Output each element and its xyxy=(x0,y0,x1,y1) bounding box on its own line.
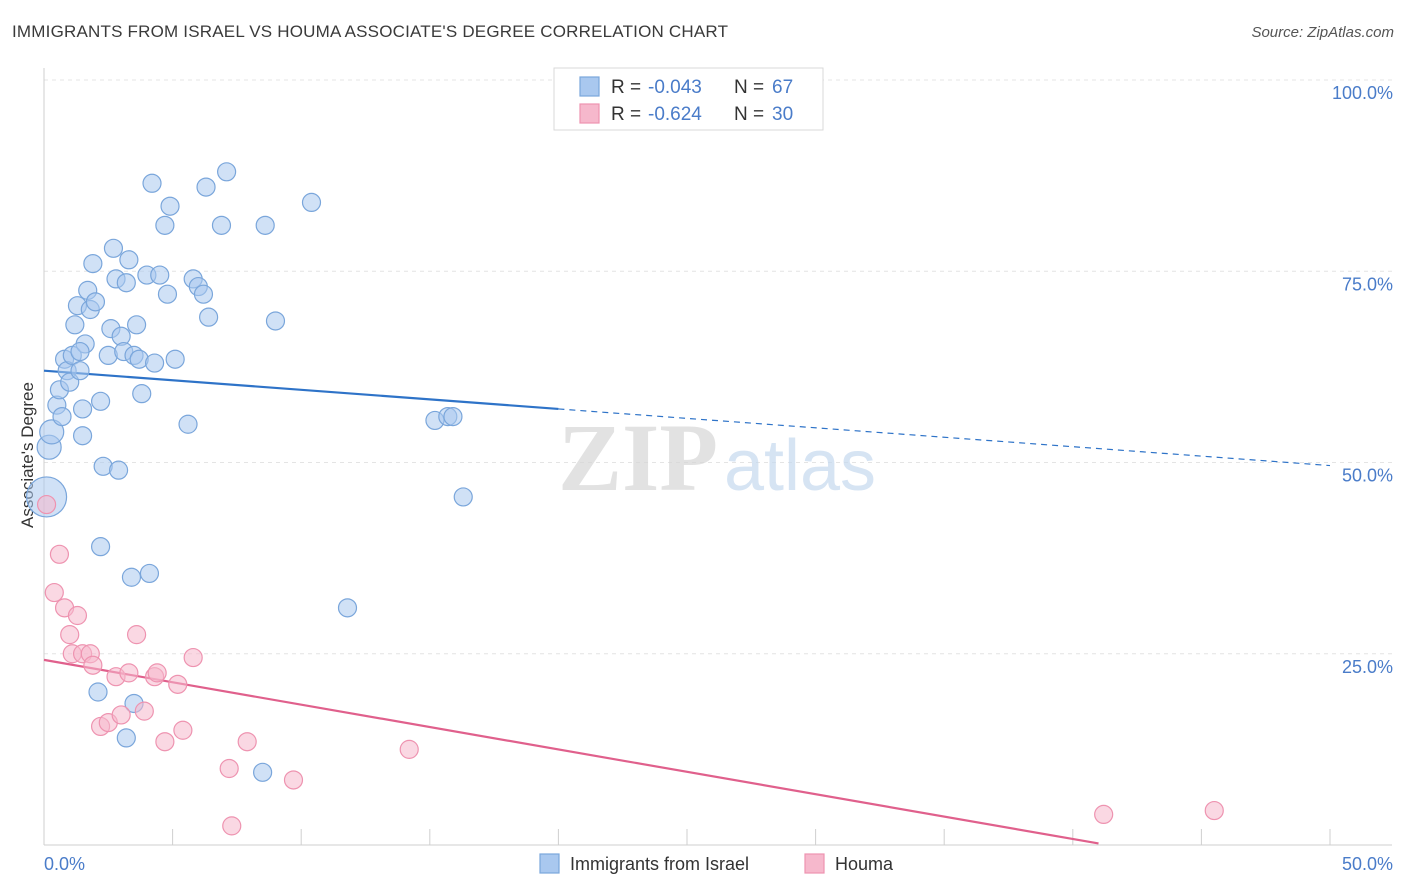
point-israel xyxy=(65,315,85,335)
point-houma xyxy=(222,816,242,836)
watermark-zip: ZIP xyxy=(558,404,718,511)
point-israel xyxy=(255,215,275,235)
legend-n-label: N = xyxy=(734,77,764,98)
axis-layer: 100.0%75.0%50.0%25.0%0.0% 50.0%Associate'… xyxy=(18,68,1393,874)
trend-line-israel-extension xyxy=(558,408,1331,467)
point-israel xyxy=(142,173,162,193)
point-israel xyxy=(443,407,463,427)
point-israel xyxy=(88,682,108,702)
point-israel xyxy=(265,311,286,331)
legend-r-value: -0.624 xyxy=(648,104,702,125)
point-houma xyxy=(119,663,139,683)
point-houma xyxy=(168,674,188,694)
point-israel xyxy=(199,307,219,327)
point-israel xyxy=(116,273,136,293)
point-houma xyxy=(283,770,304,790)
point-israel xyxy=(155,215,175,235)
point-israel xyxy=(211,215,232,235)
point-israel xyxy=(196,177,216,197)
point-israel xyxy=(165,349,185,369)
point-israel xyxy=(253,762,273,782)
legend-swatch xyxy=(579,76,600,97)
legend-n-value: 67 xyxy=(772,77,793,98)
point-houma xyxy=(183,647,203,668)
y-tick-label: 50.0% xyxy=(1342,466,1393,486)
point-houma xyxy=(173,720,193,740)
point-israel xyxy=(132,384,152,404)
legend-r-value: -0.043 xyxy=(648,77,702,98)
legend-n-value: 30 xyxy=(772,104,793,125)
trend-line-israel xyxy=(43,369,559,411)
point-israel xyxy=(150,265,170,285)
point-israel xyxy=(85,292,106,312)
point-houma xyxy=(111,705,131,725)
trend-layer xyxy=(43,369,1331,845)
point-israel xyxy=(126,315,147,335)
point-israel xyxy=(157,284,178,304)
point-israel xyxy=(116,728,136,748)
point-houma xyxy=(67,605,88,626)
point-houma xyxy=(219,758,239,779)
point-israel xyxy=(83,254,103,274)
point-israel xyxy=(70,361,90,381)
point-houma xyxy=(155,732,175,752)
point-houma xyxy=(83,655,103,675)
point-houma xyxy=(399,739,419,759)
chart-title: IMMIGRANTS FROM ISRAEL VS HOUMA ASSOCIAT… xyxy=(12,22,729,41)
legend-layer: R = -0.043 N = 67 R = -0.624 N = 30 xyxy=(553,67,824,131)
bottom-legend-layer: Immigrants from Israel Houma xyxy=(539,853,894,874)
point-israel xyxy=(144,353,165,373)
point-israel xyxy=(119,250,139,270)
point-israel xyxy=(39,419,65,445)
point-israel xyxy=(90,391,111,411)
point-israel xyxy=(301,192,322,212)
grid-layer xyxy=(44,79,1392,655)
point-israel xyxy=(193,284,214,304)
y-tick-label: 100.0% xyxy=(1332,83,1393,103)
source-label: Source: ZipAtlas.com xyxy=(1251,24,1394,41)
legend-n-label: N = xyxy=(734,104,764,125)
point-israel xyxy=(453,487,473,507)
point-israel xyxy=(52,407,72,427)
point-houma xyxy=(126,625,147,645)
point-israel xyxy=(178,414,198,434)
point-houma xyxy=(1204,800,1224,821)
point-israel xyxy=(139,563,160,584)
bottom-legend-label: Houma xyxy=(835,854,894,874)
point-israel xyxy=(160,196,180,216)
point-israel xyxy=(70,341,90,362)
bottom-legend-swatch xyxy=(804,853,825,874)
bottom-legend-label: Immigrants from Israel xyxy=(570,854,749,874)
point-israel xyxy=(72,426,93,446)
legend-swatch xyxy=(579,103,600,124)
trend-line-houma xyxy=(43,658,1099,845)
point-houma xyxy=(60,625,80,645)
watermark-atlas: atlas xyxy=(724,426,876,506)
bottom-legend-swatch xyxy=(539,853,560,874)
point-israel xyxy=(108,460,129,480)
point-houma xyxy=(134,701,154,721)
point-israel xyxy=(72,399,93,419)
point-houma xyxy=(237,732,257,752)
point-houma xyxy=(36,494,57,515)
point-israel xyxy=(337,598,358,618)
point-houma xyxy=(44,582,64,603)
y-tick-label: 75.0% xyxy=(1342,274,1393,294)
watermark-layer: ZIP atlas xyxy=(558,404,876,511)
legend-r-label: R = xyxy=(611,104,641,125)
point-israel xyxy=(103,238,124,258)
y-tick-label: 25.0% xyxy=(1342,657,1393,677)
point-israel xyxy=(217,162,237,182)
x-tick-label: 0.0% xyxy=(44,854,85,874)
point-houma xyxy=(147,663,167,683)
points-layer xyxy=(25,162,1224,836)
x-tick-label: 50.0% xyxy=(1342,854,1393,874)
point-israel xyxy=(121,567,142,587)
point-houma xyxy=(1094,804,1114,825)
point-houma xyxy=(49,544,70,564)
point-israel xyxy=(90,537,111,557)
legend-r-label: R = xyxy=(611,77,641,98)
